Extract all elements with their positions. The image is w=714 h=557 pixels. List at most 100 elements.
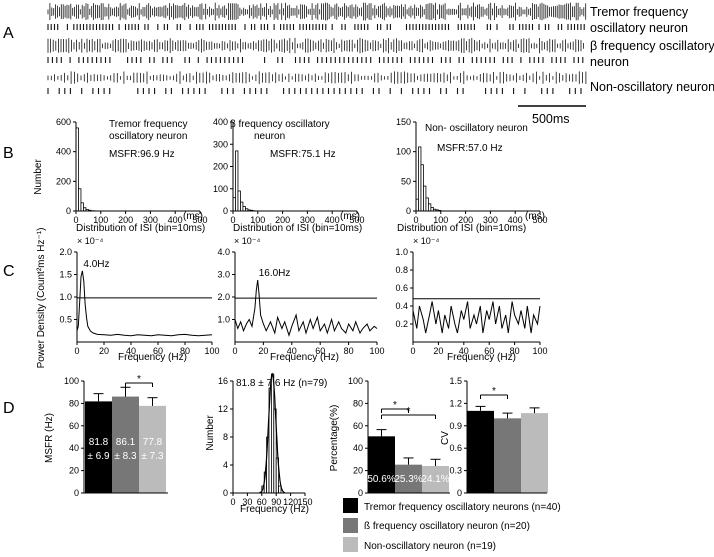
x-tick-label: 80 (344, 346, 354, 356)
x-tick-label: 200 (275, 215, 290, 225)
isi-tremor-msfr: MSFR:96.9 Hz (109, 149, 175, 160)
psd-tremor: Power Density (Count²ms Hz⁻¹) × 10⁻⁴ Fre… (36, 228, 220, 369)
isi-tremor-annotation-line1: Tremor frequency (109, 119, 188, 130)
y-tick-label: 1.0 (217, 315, 230, 325)
y-tick-label: 0 (406, 206, 411, 216)
y-tick-label: 50 (401, 176, 411, 186)
track-label-non: Non-oscillatory neuron (590, 80, 714, 94)
spike-trace-0 (48, 3, 586, 21)
x-tick-label: 0 (73, 215, 78, 225)
psd-tremor-exponent: × 10⁻⁴ (77, 236, 104, 246)
y-tick-label: 600 (56, 117, 71, 127)
x-tick-label: 60 (484, 346, 494, 356)
x-tick-label: 60 (315, 346, 325, 356)
x-tick-label: 100 (250, 215, 265, 225)
bar-value-label: 81.8 (89, 437, 109, 448)
x-tick-label: 0 (413, 215, 418, 225)
x-tick-label: 30 (242, 497, 252, 507)
x-tick-label: 20 (433, 346, 443, 356)
psd-beta-xlabel: Frequency (Hz) (270, 352, 339, 363)
x-tick-label: 80 (180, 346, 190, 356)
x-tick-label: 0 (410, 346, 415, 356)
isi-non-msfr: MSFR:57.0 Hz (437, 143, 503, 154)
y-tick-label: 0.5 (59, 315, 72, 325)
isi-beta-annotation-line1: β frequency oscillatory (230, 119, 330, 130)
x-tick-label: 100 (93, 215, 108, 225)
y-tick-label: 1.2 (449, 398, 462, 408)
y-tick-label: 1.0 (59, 292, 72, 302)
y-tick-label: 2.0 (59, 247, 72, 257)
y-tick-label: 0.2 (395, 319, 408, 329)
psd-non-exponent: × 10⁻⁴ (413, 236, 440, 246)
spike-trace-2 (48, 71, 586, 84)
x-tick-label: 500 (349, 215, 364, 225)
x-tick-label: 100 (369, 346, 384, 356)
psd-line (413, 302, 540, 334)
y-tick-label: 100 (213, 184, 228, 194)
bar (139, 406, 166, 493)
msfr-bars-ylabel: MSFR (Hz) (44, 413, 55, 463)
y-tick-label: 0.8 (395, 265, 408, 275)
y-tick-label: 0.6 (449, 443, 462, 453)
isi-beta-annotation-line2: neuron (254, 131, 285, 142)
bar (494, 418, 521, 493)
x-tick-label: 400 (168, 215, 183, 225)
spike-trace-1 (48, 38, 584, 53)
y-tick-label: 0 (457, 488, 462, 498)
track-label-beta-line1: β frequency oscillatory (590, 39, 714, 53)
bar-value-label: 86.1 (116, 437, 136, 448)
msfr-histogram: 81.8 ± 7.6 Hz (n=79) Number Frequency (H… (205, 374, 327, 515)
x-tick-label: 100 (433, 215, 448, 225)
track-label-beta-line2: neuron (590, 55, 629, 69)
x-tick-label: 60 (257, 497, 267, 507)
y-tick-label: 0.6 (395, 283, 408, 293)
y-tick-label: 400 (213, 117, 228, 127)
y-tick-label: 16 (218, 376, 228, 386)
y-tick-label: 0 (358, 488, 363, 498)
panel-label-d: D (3, 400, 15, 417)
peak-label: 16.0Hz (259, 268, 291, 279)
legend-label-tremor: Tremor frequency oscillatory neurons (n=… (364, 502, 561, 513)
y-tick-label: 0 (66, 206, 71, 216)
psd-line (77, 271, 212, 336)
cv-bar-chart: CV 00.30.60.91.21.5* (440, 376, 548, 498)
y-tick-label: 60 (69, 421, 79, 431)
x-tick-label: 200 (458, 215, 473, 225)
isi-tremor-annotation-line2: oscillatory neuron (109, 131, 187, 142)
spike-raster-0 (48, 24, 584, 30)
y-tick-label: 100 (396, 147, 411, 157)
track-label-tremor-line1: Tremor frequency (590, 5, 689, 19)
msfr-hist-title: 81.8 ± 7.6 Hz (n=79) (236, 378, 327, 389)
x-tick-label: 150 (297, 497, 312, 507)
isi-non-annotation: Non- oscillatory neuron (425, 123, 528, 134)
x-tick-label: 300 (300, 215, 315, 225)
x-tick-label: 500 (192, 215, 207, 225)
x-tick-label: 400 (508, 215, 523, 225)
x-tick-label: 60 (153, 346, 163, 356)
bar-error-label: ± 8.3 (114, 451, 137, 462)
y-tick-label: 40 (69, 443, 79, 453)
y-tick-label: 0.3 (449, 466, 462, 476)
x-tick-label: 100 (204, 346, 219, 356)
y-tick-label: 400 (56, 147, 71, 157)
peak-label: 4.0Hz (83, 259, 109, 270)
x-tick-label: 0 (74, 346, 79, 356)
psd-non-xlabel: Frequency (Hz) (447, 352, 516, 363)
x-tick-label: 500 (532, 215, 547, 225)
isi-tremor-ylabel: Number (33, 159, 44, 195)
x-tick-label: 200 (118, 215, 133, 225)
panel-label-c: C (3, 263, 15, 280)
spike-raster-2 (48, 88, 581, 94)
panel-a: Tremor frequency oscillatory neuron β fr… (48, 3, 714, 126)
isi-histogram-non: Non- oscillatory neuron MSFR:57.0 Hz (ms… (396, 117, 548, 234)
x-tick-label: 400 (325, 215, 340, 225)
msfr-hist-ylabel: Number (205, 415, 216, 451)
y-tick-label: 200 (56, 176, 71, 186)
x-tick-label: 0 (230, 215, 235, 225)
bar-error-label: ± 7.3 (141, 451, 164, 462)
psd-ylabel: Power Density (Count²ms Hz⁻¹) (36, 228, 47, 369)
isi-histogram-beta: β frequency oscillatory neuron MSFR:75.1… (213, 117, 365, 234)
legend-swatch-beta (343, 518, 358, 533)
